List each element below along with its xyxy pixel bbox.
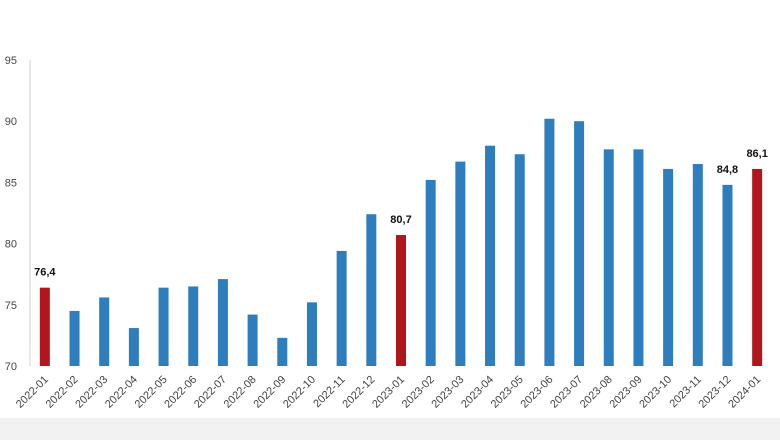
bar [485,145,496,366]
bar [69,310,80,366]
bar [574,121,585,366]
x-tick-label: 2022-10 [281,374,318,411]
footer-band [0,418,780,440]
bar [128,328,139,366]
bar [544,118,555,366]
bar [99,297,110,366]
bar [425,179,436,366]
data-label: 76,4 [34,267,56,279]
bar [514,154,525,366]
bar-highlight [39,287,50,366]
bar [306,302,317,366]
bar-highlight [396,235,406,366]
x-tick-label: 2024-01 [726,374,763,411]
y-tick-label: 70 [5,361,17,373]
bar [188,286,199,366]
bars [39,118,763,366]
bar [633,149,644,366]
y-tick-label: 85 [5,177,17,189]
bar [158,287,169,366]
bar [722,184,733,366]
x-tick-label: 2023-10 [637,374,674,411]
y-axis: 70 75 80 85 90 95 [5,55,31,373]
data-labels: 76,4 80,7 84,8 86,1 [34,148,768,279]
data-label: 86,1 [746,148,767,160]
y-tick-label: 80 [5,239,17,251]
x-axis: 2022-012022-022022-032022-042022-052022-… [14,374,763,411]
bar [692,164,703,366]
bar [277,337,288,366]
y-tick-label: 95 [5,55,17,67]
bar-highlight [752,168,763,366]
data-label: 80,7 [390,214,411,226]
bar [336,250,347,366]
data-label: 84,8 [717,164,738,176]
bar [247,314,258,366]
y-tick-label: 75 [5,300,17,312]
bar [455,161,466,366]
bar [366,214,377,366]
bar [663,168,674,366]
y-tick-label: 90 [5,116,17,128]
bar [603,149,614,366]
bar [217,279,228,366]
